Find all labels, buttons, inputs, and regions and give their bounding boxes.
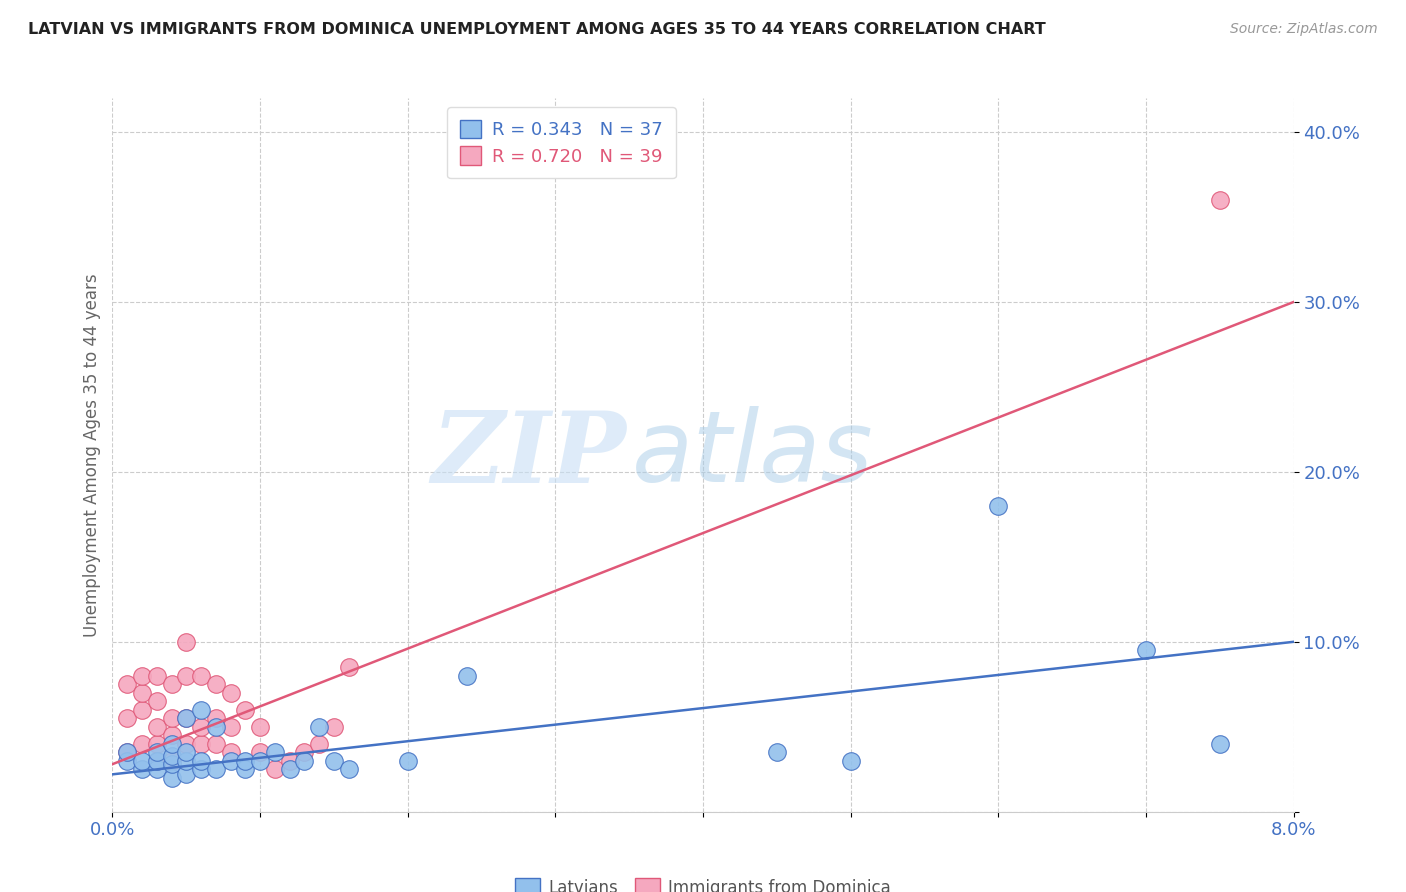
Point	[131, 754, 153, 768]
Point	[160, 737, 183, 751]
Point	[117, 745, 138, 759]
Point	[174, 635, 197, 649]
Point	[174, 745, 197, 759]
Point	[174, 711, 197, 725]
Point	[249, 745, 271, 759]
Point	[308, 737, 330, 751]
Point	[190, 754, 212, 768]
Text: LATVIAN VS IMMIGRANTS FROM DOMINICA UNEMPLOYMENT AMONG AGES 35 TO 44 YEARS CORRE: LATVIAN VS IMMIGRANTS FROM DOMINICA UNEM…	[28, 22, 1046, 37]
Point	[146, 754, 169, 768]
Point	[233, 703, 256, 717]
Point	[219, 686, 242, 700]
Point	[131, 737, 153, 751]
Point	[839, 754, 862, 768]
Point	[190, 720, 212, 734]
Point	[117, 677, 138, 691]
Point	[219, 745, 242, 759]
Point	[146, 694, 169, 708]
Point	[292, 745, 315, 759]
Point	[174, 669, 197, 683]
Point	[190, 703, 212, 717]
Point	[160, 748, 183, 763]
Point	[174, 711, 197, 725]
Point	[190, 762, 212, 776]
Point	[337, 660, 360, 674]
Point	[323, 754, 346, 768]
Point	[131, 686, 153, 700]
Point	[1135, 643, 1157, 657]
Point	[117, 745, 138, 759]
Point	[308, 720, 330, 734]
Point	[190, 737, 212, 751]
Point	[205, 762, 228, 776]
Point	[337, 762, 360, 776]
Point	[396, 754, 419, 768]
Point	[1208, 193, 1232, 207]
Point	[292, 754, 315, 768]
Point	[160, 754, 183, 768]
Y-axis label: Unemployment Among Ages 35 to 44 years: Unemployment Among Ages 35 to 44 years	[83, 273, 101, 637]
Point	[146, 762, 169, 776]
Point	[233, 762, 256, 776]
Text: Source: ZipAtlas.com: Source: ZipAtlas.com	[1230, 22, 1378, 37]
Point	[174, 754, 197, 768]
Point	[249, 754, 271, 768]
Point	[146, 754, 169, 768]
Point	[264, 762, 287, 776]
Point	[117, 754, 138, 768]
Point	[174, 767, 197, 781]
Point	[278, 754, 301, 768]
Point	[190, 669, 212, 683]
Point	[219, 754, 242, 768]
Point	[160, 771, 183, 785]
Point	[323, 720, 346, 734]
Point	[160, 757, 183, 772]
Point	[205, 711, 228, 725]
Point	[249, 720, 271, 734]
Point	[160, 711, 183, 725]
Point	[146, 737, 169, 751]
Point	[117, 711, 138, 725]
Text: atlas: atlas	[633, 407, 873, 503]
Point	[205, 737, 228, 751]
Point	[765, 745, 787, 759]
Point	[160, 728, 183, 742]
Text: ZIP: ZIP	[432, 407, 626, 503]
Legend: Latvians, Immigrants from Dominica: Latvians, Immigrants from Dominica	[506, 870, 900, 892]
Point	[456, 669, 478, 683]
Point	[146, 669, 169, 683]
Point	[160, 677, 183, 691]
Point	[131, 762, 153, 776]
Point	[233, 754, 256, 768]
Point	[131, 703, 153, 717]
Point	[219, 720, 242, 734]
Point	[146, 720, 169, 734]
Point	[278, 762, 301, 776]
Point	[205, 720, 228, 734]
Point	[146, 745, 169, 759]
Point	[131, 669, 153, 683]
Point	[987, 499, 1010, 513]
Point	[1208, 737, 1232, 751]
Point	[264, 745, 287, 759]
Point	[205, 677, 228, 691]
Point	[174, 737, 197, 751]
